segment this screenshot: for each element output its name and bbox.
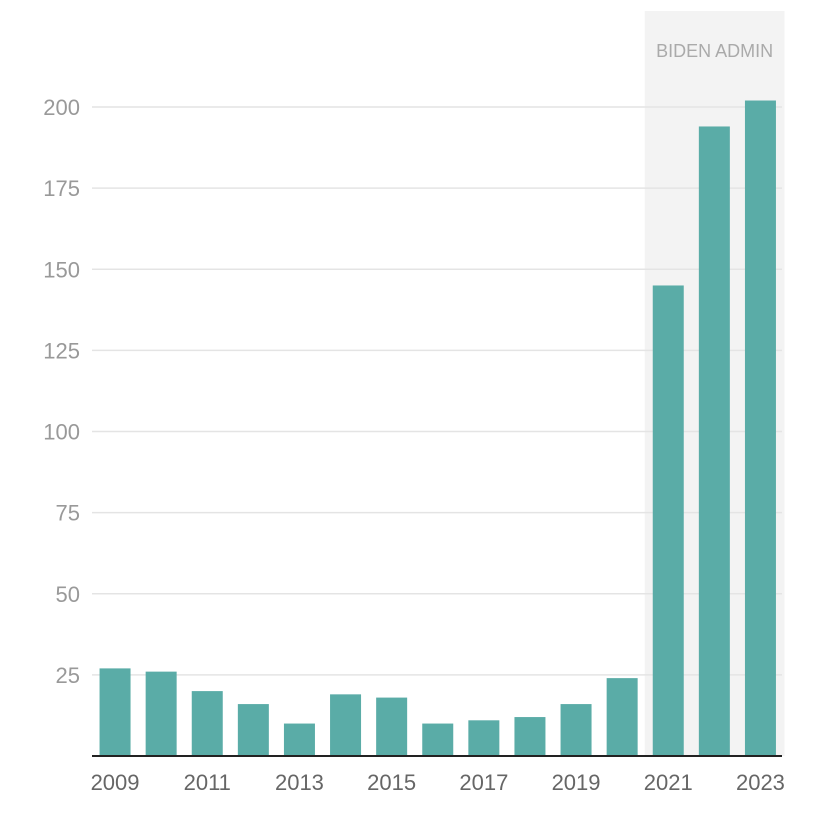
x-tick-label-2023: 2023 (736, 770, 785, 795)
bar-2023 (744, 100, 776, 756)
x-tick-label-2009: 2009 (91, 770, 140, 795)
bar-2022 (698, 126, 730, 757)
x-tick-label-2019: 2019 (552, 770, 601, 795)
bar-2021 (652, 285, 684, 756)
x-tick-label-2021: 2021 (644, 770, 693, 795)
y-tick-label-150: 150 (43, 257, 80, 282)
annotation-label: BIDEN ADMIN (656, 41, 773, 61)
x-tick-label-2011: 2011 (184, 770, 231, 795)
bar-2012 (237, 704, 269, 756)
y-tick-label-200: 200 (43, 95, 80, 120)
bar-2016 (422, 723, 454, 756)
y-tick-label-100: 100 (43, 420, 80, 445)
y-tick-label-125: 125 (43, 338, 80, 363)
y-tick-label-75: 75 (56, 501, 80, 526)
y-tick-label-175: 175 (43, 176, 80, 201)
bar-2013 (283, 723, 315, 756)
axes: 2009 2011 2013 2015 2017 2019 2021 2023 (91, 755, 785, 795)
bar-2010 (145, 671, 177, 756)
bar-2017 (468, 720, 500, 756)
x-tick-label-2017: 2017 (459, 770, 508, 795)
y-tick-label-50: 50 (56, 582, 80, 607)
bar-2019 (560, 704, 592, 756)
bar-2014 (330, 694, 362, 756)
bar-2009 (99, 668, 131, 756)
bar-2018 (514, 717, 546, 756)
bar-2015 (376, 697, 408, 756)
x-tick-label-2015: 2015 (367, 770, 416, 795)
bar-2011 (191, 691, 223, 756)
x-tick-label-2013: 2013 (275, 770, 324, 795)
y-tick-label-25: 25 (56, 663, 80, 688)
bar-2020 (606, 678, 638, 756)
bars (99, 100, 776, 757)
